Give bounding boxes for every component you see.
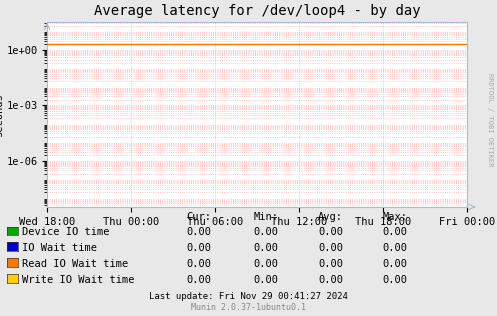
Text: 0.00: 0.00 [318, 243, 343, 253]
Text: 0.00: 0.00 [253, 259, 278, 269]
Text: 0.00: 0.00 [253, 243, 278, 253]
Text: Avg:: Avg: [318, 212, 343, 222]
Text: 0.00: 0.00 [253, 227, 278, 237]
Text: Max:: Max: [383, 212, 408, 222]
Text: 0.00: 0.00 [383, 243, 408, 253]
Text: 0.00: 0.00 [186, 275, 211, 285]
Text: Read IO Wait time: Read IO Wait time [22, 259, 129, 269]
Text: Last update: Fri Nov 29 00:41:27 2024: Last update: Fri Nov 29 00:41:27 2024 [149, 292, 348, 301]
Text: 0.00: 0.00 [186, 243, 211, 253]
Text: Device IO time: Device IO time [22, 227, 110, 237]
Text: 0.00: 0.00 [318, 259, 343, 269]
Text: 0.00: 0.00 [383, 275, 408, 285]
Y-axis label: seconds: seconds [0, 93, 3, 137]
Text: RRDTOOL / TOBI OETIKER: RRDTOOL / TOBI OETIKER [487, 73, 493, 167]
Title: Average latency for /dev/loop4 - by day: Average latency for /dev/loop4 - by day [94, 4, 420, 18]
Text: Munin 2.0.37-1ubuntu0.1: Munin 2.0.37-1ubuntu0.1 [191, 303, 306, 312]
Text: Cur:: Cur: [186, 212, 211, 222]
Text: 0.00: 0.00 [383, 227, 408, 237]
Text: 0.00: 0.00 [318, 275, 343, 285]
Text: 0.00: 0.00 [186, 259, 211, 269]
Text: 0.00: 0.00 [186, 227, 211, 237]
Text: IO Wait time: IO Wait time [22, 243, 97, 253]
Text: Write IO Wait time: Write IO Wait time [22, 275, 135, 285]
Text: 0.00: 0.00 [253, 275, 278, 285]
Text: 0.00: 0.00 [318, 227, 343, 237]
Text: 0.00: 0.00 [383, 259, 408, 269]
Text: Min:: Min: [253, 212, 278, 222]
